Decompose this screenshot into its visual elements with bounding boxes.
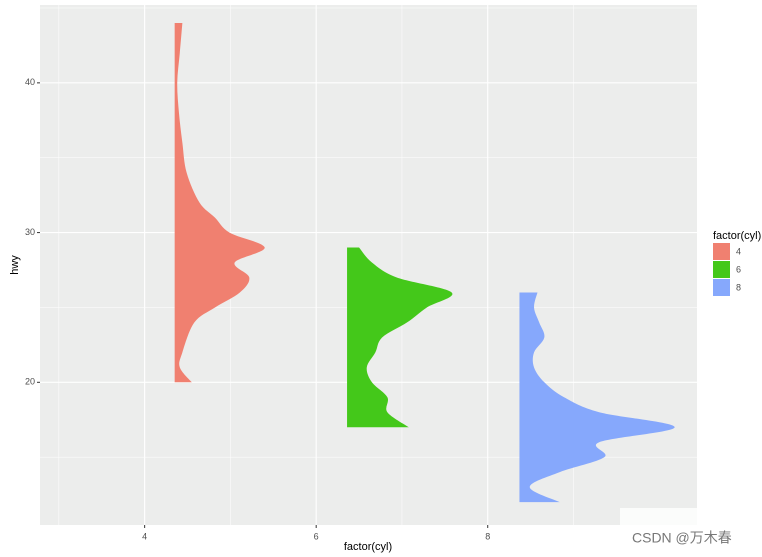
y-axis-title: hwy [9,255,21,275]
legend-label: 4 [736,246,741,256]
legend-key [713,243,730,260]
violin [174,22,265,383]
violin [519,292,675,503]
x-tick-label: 4 [142,531,147,541]
x-tick-label: 6 [314,531,319,541]
watermark: CSDN @万木春 [632,530,732,546]
x-axis-title: factor(cyl) [344,541,392,553]
y-tick-label: 40 [25,77,35,87]
legend-key [713,279,730,296]
y-tick-label: 30 [25,227,35,237]
violin [347,247,453,428]
legend-title: factor(cyl) [713,230,761,242]
legend-label: 8 [736,282,741,292]
legend-label: 6 [736,264,741,274]
x-tick-label: 8 [485,531,490,541]
watermark-bg [620,508,760,548]
legend-key [713,261,730,278]
y-tick-label: 20 [25,377,35,387]
